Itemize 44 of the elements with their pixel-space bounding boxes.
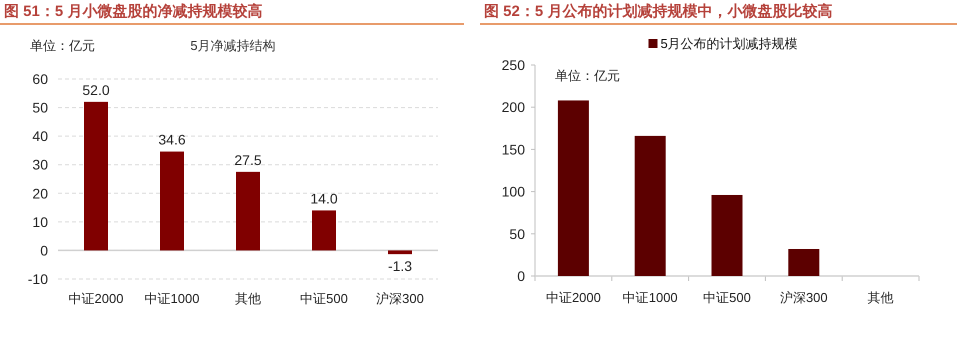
y-tick-label: 0 xyxy=(40,242,48,258)
x-tick-label: 沪深300 xyxy=(780,290,828,305)
y-tick-label: -10 xyxy=(28,271,48,287)
chart-subtitle: 5月净减持结构 xyxy=(190,38,276,53)
y-tick-label: 60 xyxy=(32,71,48,87)
bar xyxy=(712,194,742,276)
bar xyxy=(160,152,184,250)
data-label: 14.0 xyxy=(310,190,338,206)
bar xyxy=(558,100,589,276)
bar xyxy=(236,172,260,250)
y-tick-label: 100 xyxy=(502,184,526,200)
x-tick-label: 中证2000 xyxy=(68,291,124,306)
y-tick-label: 30 xyxy=(32,156,48,173)
bar xyxy=(388,250,412,254)
x-tick-label: 其他 xyxy=(235,291,261,306)
y-tick-label: 0 xyxy=(517,268,526,284)
legend-label: 5月公布的计划减持规模 xyxy=(660,36,798,51)
data-label: 52.0 xyxy=(82,82,110,98)
y-tick-label: 50 xyxy=(32,100,48,116)
y-tick-label: 200 xyxy=(502,99,526,116)
y-tick-label: 150 xyxy=(502,141,526,158)
x-tick-label: 沪深300 xyxy=(376,291,424,306)
data-label: 27.5 xyxy=(234,152,262,168)
data-label: 34.6 xyxy=(158,132,186,148)
x-tick-label: 中证1000 xyxy=(622,290,678,305)
y-tick-label: 40 xyxy=(32,128,48,144)
y-tick-label: 20 xyxy=(32,185,48,202)
text: 单位：亿元 xyxy=(30,38,95,53)
bar xyxy=(788,248,820,276)
x-tick-label: 中证2000 xyxy=(546,290,601,305)
chart-title: 图 52：5 月公布的计划减持规模中，小微盘股比较高 xyxy=(484,2,832,20)
bar xyxy=(84,102,108,250)
x-tick-label: 其他 xyxy=(868,290,894,305)
y-tick-label: 50 xyxy=(509,226,526,242)
x-tick-label: 中证500 xyxy=(300,291,348,306)
bar xyxy=(312,210,336,250)
data-label: -1.3 xyxy=(388,258,412,274)
bar xyxy=(634,136,666,276)
y-tick-label: 10 xyxy=(32,214,48,230)
x-tick-label: 中证1000 xyxy=(144,291,200,306)
annotation: 单位：亿元 xyxy=(555,68,620,83)
x-tick-label: 中证500 xyxy=(703,290,751,305)
y-tick-label: 250 xyxy=(502,57,526,73)
chart-title: 图 51：5 月小微盘股的净减持规模较高 xyxy=(4,2,262,20)
